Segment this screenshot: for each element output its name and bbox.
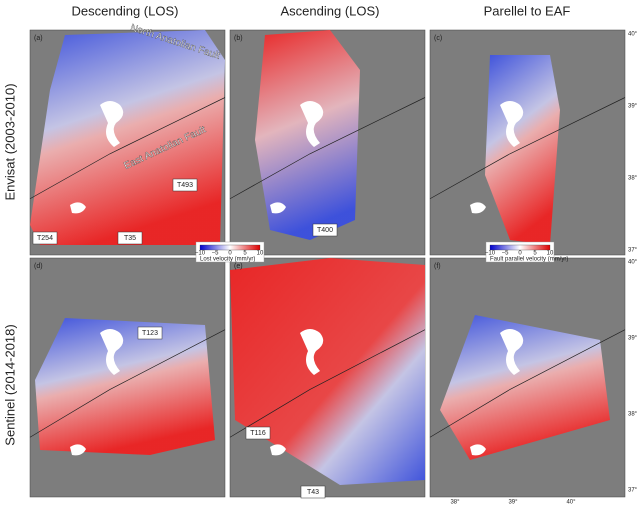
track-box (117, 231, 143, 245)
panel-label: (f) (434, 263, 441, 270)
lat-tick: 38° (628, 176, 638, 182)
fault-trace (429, 97, 626, 200)
track-label: T35 (124, 235, 136, 242)
colorbar (489, 244, 551, 251)
colorbar-label: Fault parallel velocity (mm/yr) (490, 257, 568, 263)
track-box (137, 326, 163, 340)
lat-tick: 40° (628, 32, 638, 38)
track-box (245, 426, 271, 440)
row-title: Sentinel (2014-2018) (2, 324, 17, 445)
lat-tick: 40° (628, 260, 638, 266)
track-box (32, 231, 58, 245)
lake (70, 101, 124, 214)
lat-tick: 37° (628, 488, 638, 494)
panel-label: (e) (234, 263, 243, 270)
colorbar-tick: 5 (243, 251, 247, 257)
colorbar-tick: −5 (212, 251, 220, 257)
fault-trace (29, 329, 226, 438)
lake (70, 329, 124, 456)
track-label: T43 (307, 489, 319, 496)
lon-tick: 40° (566, 500, 576, 506)
lat-tick: 39° (628, 104, 638, 110)
panel-label: (a) (34, 35, 43, 42)
fault-trace (29, 97, 226, 200)
colorbar-tick: −10 (195, 251, 206, 257)
lat-tick: 38° (628, 412, 638, 418)
lat-tick: 37° (628, 248, 638, 254)
track-box (300, 485, 326, 499)
track-label: T254 (37, 235, 53, 242)
colorbar-tick: 10 (547, 251, 554, 257)
row-title: Envisat (2003-2010) (2, 83, 17, 200)
lake (270, 101, 324, 214)
lake (270, 329, 324, 456)
track-box (312, 223, 338, 237)
fault-trace (429, 329, 626, 438)
column-title: Descending (LOS) (72, 3, 179, 18)
colorbar-tick: −5 (502, 251, 510, 257)
panel-label: (d) (34, 263, 43, 270)
colorbar-tick: −10 (485, 251, 496, 257)
track-label: T116 (250, 430, 266, 437)
velocity-swath (485, 55, 560, 245)
lat-tick: 39° (628, 336, 638, 342)
colorbar-tick: 0 (518, 251, 522, 257)
track-label: T123 (142, 330, 158, 337)
fault-trace (229, 97, 426, 200)
column-title: Ascending (LOS) (281, 3, 380, 18)
velocity-swath (230, 258, 425, 485)
track-label: T400 (317, 227, 333, 234)
panel-label: (c) (434, 35, 442, 42)
lake (470, 101, 524, 214)
colorbar-tick: 10 (257, 251, 264, 257)
fault-trace (229, 329, 426, 438)
lake (470, 329, 524, 456)
colorbar-label: Lost velocity (mm/yr) (200, 257, 255, 263)
track-label: T493 (177, 182, 193, 189)
velocity-swath (440, 315, 610, 460)
track-box (172, 178, 198, 192)
colorbar (199, 244, 261, 251)
lon-tick: 38° (450, 500, 460, 506)
colorbar-tick: 0 (228, 251, 232, 257)
velocity-swath (35, 318, 215, 455)
column-title: Parellel to EAF (484, 3, 571, 18)
colorbar-tick: 5 (533, 251, 537, 257)
lon-tick: 39° (508, 500, 518, 506)
panel-label: (b) (234, 35, 243, 42)
